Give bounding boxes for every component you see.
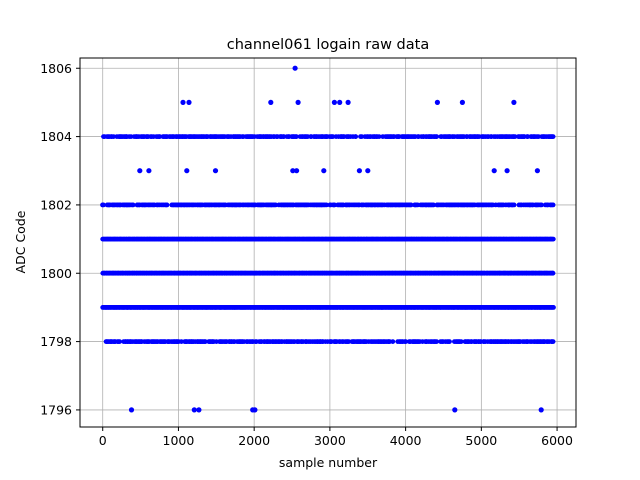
data-point [390, 339, 396, 344]
data-point [536, 134, 541, 140]
data-point [376, 134, 382, 140]
data-point [332, 202, 337, 208]
outlier-point [356, 168, 362, 174]
outlier-point [184, 168, 190, 174]
data-point [434, 339, 439, 344]
x-axis-label: sample number [279, 455, 378, 470]
data-point [434, 134, 440, 140]
outlier-point [212, 168, 219, 174]
y-tick-label: 1796 [40, 402, 72, 417]
outlier-point [331, 99, 337, 105]
outlier-point [337, 99, 343, 105]
outlier-point [180, 99, 186, 105]
x-tick-label: 0 [99, 433, 107, 448]
data-point [539, 202, 544, 208]
outlier-point [268, 99, 274, 105]
outlier-point [292, 65, 298, 71]
x-tick-label: 1000 [163, 433, 195, 448]
data-point [550, 134, 556, 140]
x-tick-label: 2000 [238, 433, 270, 448]
x-tick-label: 4000 [390, 433, 422, 448]
outlier-point [290, 168, 296, 174]
data-point [550, 202, 556, 208]
outlier-point [365, 168, 371, 174]
outlier-point [146, 168, 152, 174]
data-point [273, 202, 278, 208]
x-axis: 0 1000 2000 3000 4000 5000 6000 [99, 427, 573, 448]
outlier-point [294, 168, 300, 174]
data-point [202, 339, 208, 344]
outlier-point [452, 407, 458, 413]
outlier-point [459, 99, 465, 105]
data-point [551, 305, 556, 310]
data-point [359, 134, 365, 140]
outlier-point [345, 99, 351, 105]
x-tick-label: 6000 [541, 433, 573, 448]
data-point [101, 202, 106, 208]
data-point [130, 202, 136, 208]
outlier-point [504, 168, 510, 174]
outlier-point [434, 99, 440, 105]
data-point [324, 202, 329, 208]
data-point [179, 339, 184, 344]
outlier-point [534, 168, 541, 174]
outlier-point [511, 99, 517, 105]
y-axis-label: ADC Code [13, 210, 28, 273]
outlier-point [538, 407, 544, 413]
y-tick-label: 1802 [40, 197, 72, 212]
data-point [111, 134, 116, 140]
data-point [403, 339, 409, 344]
outlier-point [128, 407, 135, 413]
data-point [157, 134, 163, 140]
y-tick-label: 1798 [40, 334, 72, 349]
outlier-point [186, 99, 192, 105]
y-axis: 1796 1798 1800 1802 1804 1806 [40, 61, 80, 417]
x-tick-label: 3000 [314, 433, 346, 448]
outlier-point [196, 407, 202, 413]
outlier-point [137, 168, 143, 174]
outlier-point [191, 407, 197, 413]
x-tick-label: 5000 [465, 433, 497, 448]
data-point [353, 134, 359, 140]
data-point [294, 134, 299, 140]
y-tick-label: 1804 [40, 129, 72, 144]
data-point [550, 339, 556, 344]
data-point [458, 339, 464, 344]
data-point [408, 202, 414, 208]
outlier-point [252, 407, 258, 413]
data-point [550, 236, 556, 242]
data-point [447, 339, 452, 344]
points-layer [100, 65, 556, 413]
data-point [512, 134, 518, 140]
outlier-point [321, 168, 327, 174]
y-tick-label: 1800 [40, 266, 72, 281]
data-point [346, 339, 352, 344]
outlier-point [491, 168, 497, 174]
data-point [164, 202, 170, 208]
plot-frame [79, 57, 577, 428]
data-point [117, 339, 122, 344]
outlier-point [295, 99, 301, 105]
data-point [550, 270, 556, 276]
chart-title: channel061 logain raw data [227, 37, 429, 53]
data-point [511, 202, 517, 208]
data-point [431, 202, 436, 208]
y-tick-label: 1806 [40, 61, 72, 76]
